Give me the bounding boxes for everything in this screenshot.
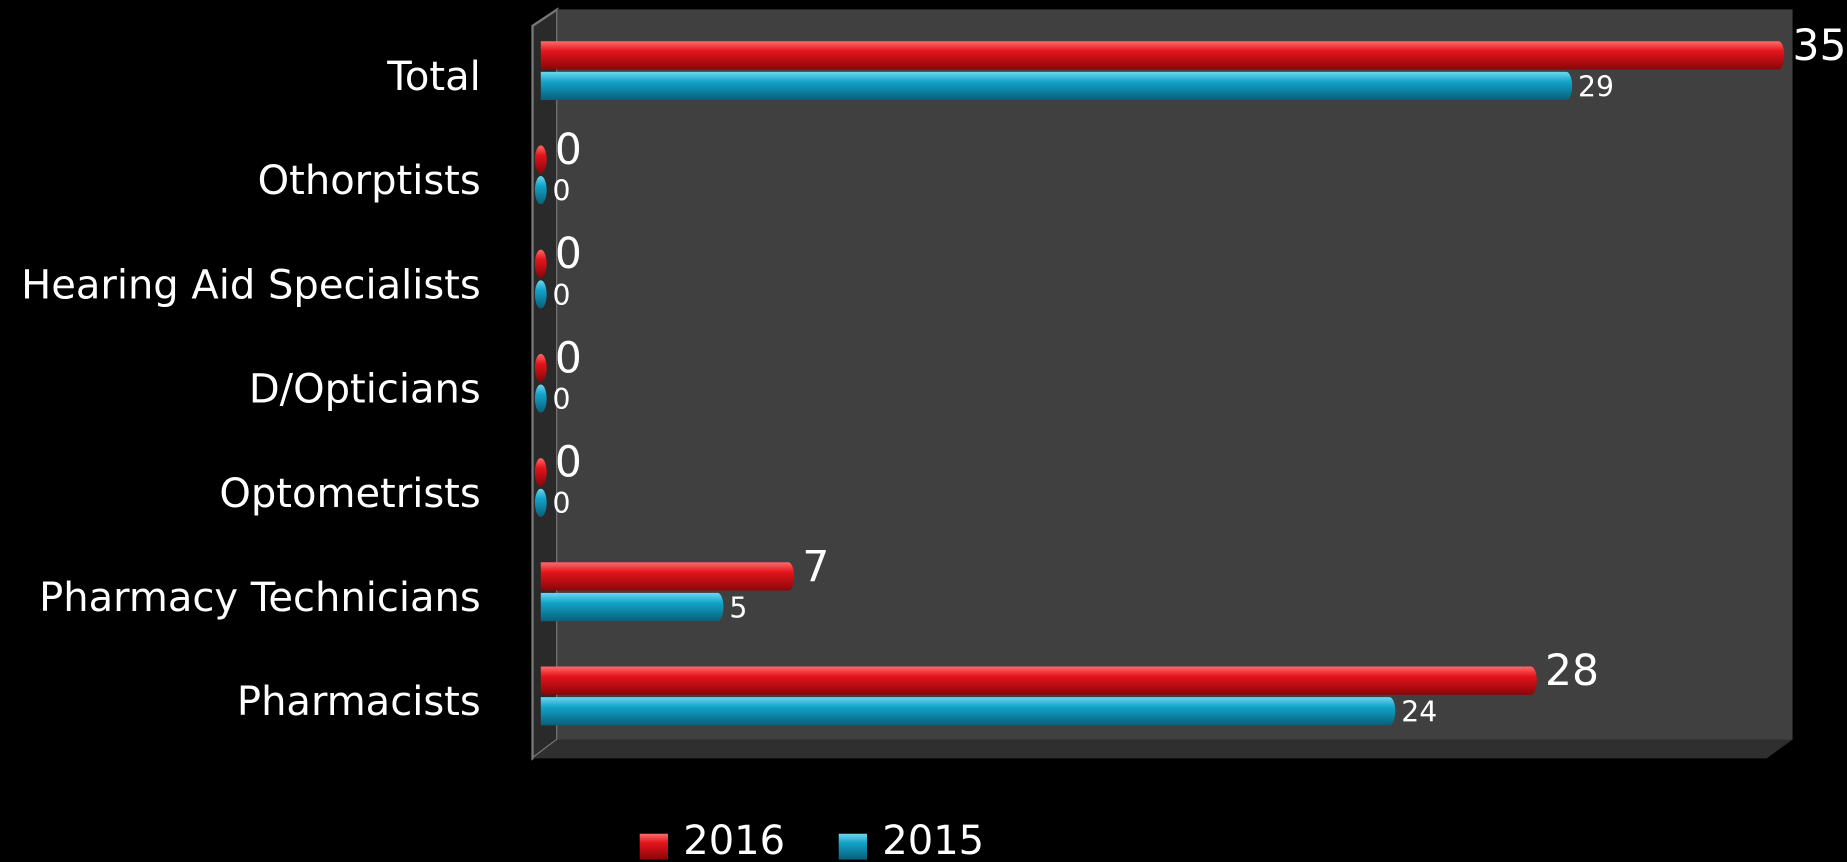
bar-cap bbox=[534, 176, 547, 205]
bar-cap bbox=[534, 145, 547, 174]
value-label: 28 bbox=[1545, 646, 1599, 695]
bar-cap bbox=[534, 488, 547, 517]
bar-cap bbox=[1383, 697, 1396, 726]
category-label: Pharmacy Technicians bbox=[39, 575, 481, 621]
bar bbox=[540, 592, 718, 622]
category-label: Hearing Aid Specialists bbox=[21, 262, 481, 308]
value-label: 5 bbox=[729, 591, 747, 624]
category-label: Othorptists bbox=[258, 158, 481, 204]
bar-cap bbox=[1525, 666, 1537, 695]
bar-cap bbox=[1560, 71, 1573, 101]
value-label: 0 bbox=[553, 487, 571, 520]
bar-cap bbox=[534, 280, 547, 309]
bar-cap bbox=[711, 592, 724, 622]
bar bbox=[540, 562, 789, 591]
value-label: 0 bbox=[553, 175, 571, 208]
value-label: 0 bbox=[555, 333, 582, 382]
bar-cap bbox=[1772, 41, 1785, 70]
value-label: 29 bbox=[1578, 70, 1614, 103]
value-label: 24 bbox=[1401, 696, 1437, 729]
bar bbox=[540, 41, 1779, 70]
bar-cap bbox=[534, 353, 547, 383]
value-label: 0 bbox=[555, 438, 582, 487]
value-label: 0 bbox=[555, 229, 582, 278]
legend-label: 2016 bbox=[683, 818, 785, 862]
value-label: 0 bbox=[553, 279, 571, 312]
category-label: Pharmacists bbox=[237, 679, 481, 725]
bar-cap bbox=[534, 384, 547, 413]
bar-cap bbox=[534, 249, 547, 278]
value-label: 7 bbox=[802, 542, 829, 591]
bar bbox=[540, 71, 1567, 101]
legend-swatch bbox=[639, 833, 668, 860]
value-label: 0 bbox=[555, 125, 582, 174]
category-label: Optometrists bbox=[219, 471, 480, 517]
category-label: Total bbox=[386, 54, 480, 100]
legend-swatch bbox=[838, 833, 867, 860]
category-label: D/Opticians bbox=[249, 367, 481, 413]
bar bbox=[540, 697, 1390, 726]
bar bbox=[540, 666, 1531, 695]
bar-cap bbox=[534, 458, 547, 487]
value-label: 0 bbox=[553, 383, 571, 416]
legend-label: 2015 bbox=[882, 818, 984, 862]
bar-cap bbox=[782, 562, 795, 591]
floor bbox=[532, 739, 1793, 759]
value-label: 35 bbox=[1793, 21, 1847, 70]
plot-area bbox=[557, 9, 1793, 740]
